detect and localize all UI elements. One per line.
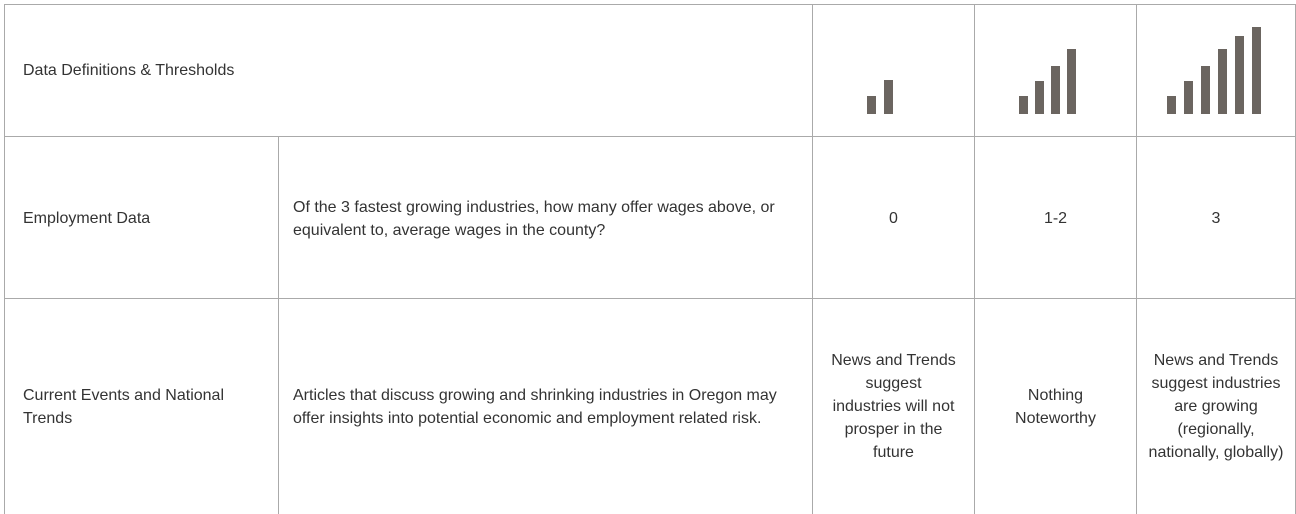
cell-text: 0 — [889, 210, 898, 227]
cell-text: 1-2 — [1043, 210, 1068, 227]
table-cell: Of the 3 fastest growing industries, how… — [278, 136, 812, 300]
table-cell: 1-2 — [974, 136, 1136, 300]
table-cell: News and Trends suggest industries will … — [812, 298, 974, 514]
cell-text: Current Events and National Trends — [23, 386, 224, 427]
table-title: Data Definitions & Thresholds — [23, 62, 235, 79]
cell-text: Nothing Noteworthy — [1015, 386, 1096, 427]
signal-icons — [867, 27, 1261, 114]
table-cell: Articles that discuss growing and shrink… — [278, 298, 812, 514]
table-cell: 0 — [812, 136, 974, 300]
cell-text: News and Trends suggest industries will … — [831, 352, 956, 461]
table-title-cell: Data Definitions & Thresholds — [4, 4, 812, 136]
header-cell — [974, 4, 1136, 136]
table-cell: News and Trends suggest industries are g… — [1136, 298, 1296, 514]
cell-text: News and Trends suggest industries are g… — [1148, 352, 1284, 461]
table-cell: Nothing Noteworthy — [974, 298, 1136, 514]
cell-text: Articles that discuss growing and shrink… — [293, 386, 777, 427]
cell-text: Of the 3 fastest growing industries, how… — [293, 198, 775, 239]
cell-text: Employment Data — [23, 210, 151, 227]
header-cell — [812, 4, 974, 136]
table-cell: 3 — [1136, 136, 1296, 300]
cell-text: 3 — [1211, 210, 1221, 227]
table-cell: Current Events and National Trends — [4, 298, 278, 514]
table-cell: Employment Data — [4, 136, 278, 300]
